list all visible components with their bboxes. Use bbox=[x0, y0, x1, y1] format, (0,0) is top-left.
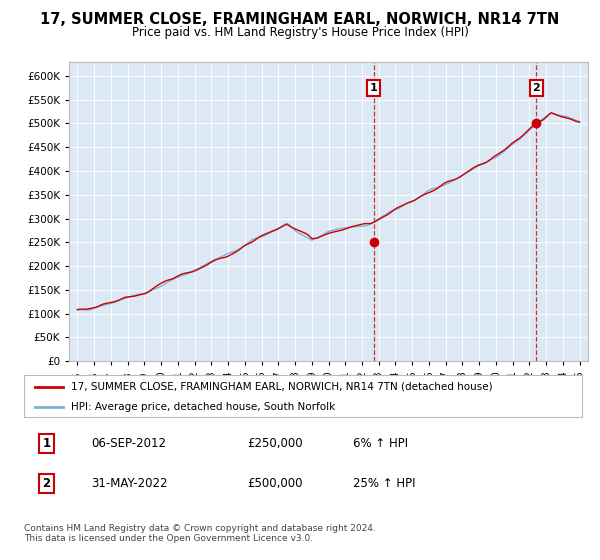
Text: 06-SEP-2012: 06-SEP-2012 bbox=[91, 437, 166, 450]
Text: 31-MAY-2022: 31-MAY-2022 bbox=[91, 477, 167, 490]
Text: Contains HM Land Registry data © Crown copyright and database right 2024.
This d: Contains HM Land Registry data © Crown c… bbox=[24, 524, 376, 543]
Text: 2: 2 bbox=[533, 83, 541, 93]
Text: Price paid vs. HM Land Registry's House Price Index (HPI): Price paid vs. HM Land Registry's House … bbox=[131, 26, 469, 39]
Text: 6% ↑ HPI: 6% ↑ HPI bbox=[353, 437, 409, 450]
Text: 2: 2 bbox=[42, 477, 50, 490]
Text: 17, SUMMER CLOSE, FRAMINGHAM EARL, NORWICH, NR14 7TN (detached house): 17, SUMMER CLOSE, FRAMINGHAM EARL, NORWI… bbox=[71, 382, 493, 392]
Text: HPI: Average price, detached house, South Norfolk: HPI: Average price, detached house, Sout… bbox=[71, 402, 335, 412]
Text: 1: 1 bbox=[42, 437, 50, 450]
Text: £500,000: £500,000 bbox=[247, 477, 303, 490]
Text: 17, SUMMER CLOSE, FRAMINGHAM EARL, NORWICH, NR14 7TN: 17, SUMMER CLOSE, FRAMINGHAM EARL, NORWI… bbox=[40, 12, 560, 27]
Text: 1: 1 bbox=[370, 83, 377, 93]
Text: £250,000: £250,000 bbox=[247, 437, 303, 450]
Text: 25% ↑ HPI: 25% ↑ HPI bbox=[353, 477, 416, 490]
